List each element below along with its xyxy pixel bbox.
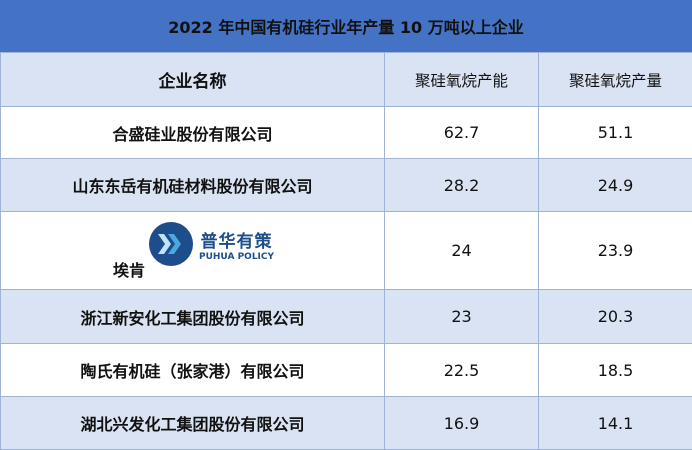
watermark-en: PUHUA POLICY: [199, 252, 274, 262]
company-name: 湖北兴发化工集团股份有限公司: [1, 397, 385, 450]
capacity-value: 23: [385, 290, 539, 344]
table-row: 浙江新安化工集团股份有限公司 23 20.3: [1, 290, 692, 344]
company-name: 浙江新安化工集团股份有限公司: [1, 290, 385, 344]
table-row: 陶氏有机硅（张家港）有限公司 22.5 18.5: [1, 344, 692, 397]
capacity-value: 22.5: [385, 344, 539, 397]
company-name: 合盛硅业股份有限公司: [1, 107, 385, 159]
company-name: 山东东岳有机硅材料股份有限公司: [1, 159, 385, 212]
capacity-value: 16.9: [385, 397, 539, 450]
output-value: 20.3: [539, 290, 692, 344]
data-table: 企业名称 聚硅氧烷产能 聚硅氧烷产量 合盛硅业股份有限公司 62.7 51.1 …: [0, 52, 692, 450]
output-value: 51.1: [539, 107, 692, 159]
table-title: 2022 年中国有机硅行业年产量 10 万吨以上企业: [0, 0, 692, 52]
header-output: 聚硅氧烷产量: [539, 53, 692, 107]
output-value: 24.9: [539, 159, 692, 212]
watermark-logo: 普华有策 PUHUA POLICY: [149, 222, 274, 266]
output-value: 14.1: [539, 397, 692, 450]
table-row: 合盛硅业股份有限公司 62.7 51.1: [1, 107, 692, 159]
company-name: 埃肯: [113, 257, 145, 281]
table-row: 普华有策 PUHUA POLICY 埃肯 24 23.9: [1, 212, 692, 290]
chevron-logo-icon: [149, 222, 193, 266]
header-capacity: 聚硅氧烷产能: [385, 53, 539, 107]
table-row: 山东东岳有机硅材料股份有限公司 28.2 24.9: [1, 159, 692, 212]
company-cell: 普华有策 PUHUA POLICY 埃肯: [1, 212, 385, 290]
output-value: 18.5: [539, 344, 692, 397]
header-company: 企业名称: [1, 53, 385, 107]
capacity-value: 24: [385, 212, 539, 290]
header-row: 企业名称 聚硅氧烷产能 聚硅氧烷产量: [1, 53, 692, 107]
capacity-value: 62.7: [385, 107, 539, 159]
watermark-cn: 普华有策: [199, 227, 274, 252]
capacity-value: 28.2: [385, 159, 539, 212]
output-value: 23.9: [539, 212, 692, 290]
table-row: 湖北兴发化工集团股份有限公司 16.9 14.1: [1, 397, 692, 450]
company-name: 陶氏有机硅（张家港）有限公司: [1, 344, 385, 397]
